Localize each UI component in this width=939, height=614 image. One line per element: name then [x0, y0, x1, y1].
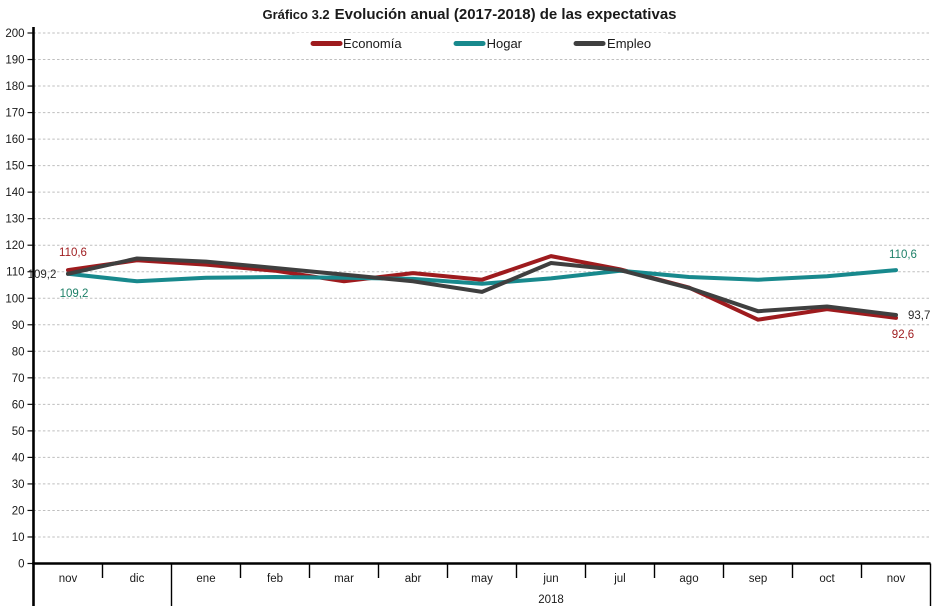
chart-title-prefix: Gráfico 3.2 — [262, 7, 330, 22]
chart-title: Gráfico 3.2 Evolución anual (2017-2018) d… — [0, 6, 939, 24]
economia-line-swatch-icon — [310, 41, 343, 46]
month-label: ago — [679, 573, 698, 585]
month-label: nov — [59, 573, 78, 585]
legend-item-hogar: Hogar — [453, 36, 523, 51]
y-tick-label: 110 — [6, 267, 24, 279]
data-point-label: 110,6 — [59, 247, 87, 259]
y-tick-label: 180 — [5, 81, 24, 93]
y-tick-label: 70 — [12, 373, 25, 385]
chart-legend: Economía Hogar Empleo — [296, 33, 666, 54]
y-tick-label: 120 — [5, 240, 24, 252]
data-point-label: 109,2 — [28, 269, 57, 281]
series-line-hogar — [66, 268, 898, 286]
series-line-economia — [66, 254, 898, 322]
y-tick-label: 20 — [12, 505, 25, 517]
month-label: oct — [819, 573, 835, 585]
month-label: ene — [196, 573, 215, 585]
y-tick-label: 150 — [5, 161, 24, 173]
y-tick-label: 140 — [5, 187, 24, 199]
data-point-label: 93,7 — [908, 310, 930, 322]
empleo-line-swatch-icon — [574, 41, 607, 46]
chart-title-main: Evolución anual (2017-2018) de las expec… — [334, 6, 677, 23]
month-label: mar — [334, 573, 354, 585]
y-tick-label: 30 — [12, 479, 25, 491]
year-label: 2018 — [538, 594, 564, 606]
y-tick-label: 40 — [12, 452, 25, 464]
y-tick-label: 0 — [18, 559, 24, 571]
y-tick-label: 80 — [12, 346, 25, 358]
y-tick-label: 190 — [5, 55, 24, 67]
y-tick-label: 10 — [12, 532, 25, 544]
month-label: feb — [267, 573, 283, 585]
month-label: sep — [749, 573, 768, 585]
month-label: may — [471, 573, 493, 585]
legend-item-economia: Economía — [310, 36, 402, 51]
month-label: jun — [542, 573, 558, 585]
legend-label-economia: Economía — [343, 36, 402, 51]
y-tick-label: 130 — [5, 214, 24, 226]
legend-label-empleo: Empleo — [607, 36, 652, 51]
month-label: abr — [405, 573, 422, 585]
data-point-label: 110,6 — [889, 249, 917, 261]
data-point-label: 92,6 — [892, 329, 914, 341]
y-tick-label: 160 — [5, 134, 24, 146]
y-tick-label: 170 — [5, 108, 24, 120]
legend-label-hogar: Hogar — [486, 36, 523, 51]
y-tick-label: 100 — [5, 293, 24, 305]
hogar-line-swatch-icon — [453, 41, 486, 46]
data-point-label: 109,2 — [60, 288, 89, 300]
series-line-empleo — [66, 256, 898, 317]
month-label: nov — [887, 573, 906, 585]
month-label: dic — [130, 573, 145, 585]
y-tick-label: 200 — [5, 28, 24, 40]
legend-item-empleo: Empleo — [574, 36, 651, 51]
y-tick-label: 60 — [12, 399, 25, 411]
y-tick-label: 90 — [12, 320, 25, 332]
month-label: jul — [613, 573, 626, 585]
y-tick-label: 50 — [12, 426, 25, 438]
